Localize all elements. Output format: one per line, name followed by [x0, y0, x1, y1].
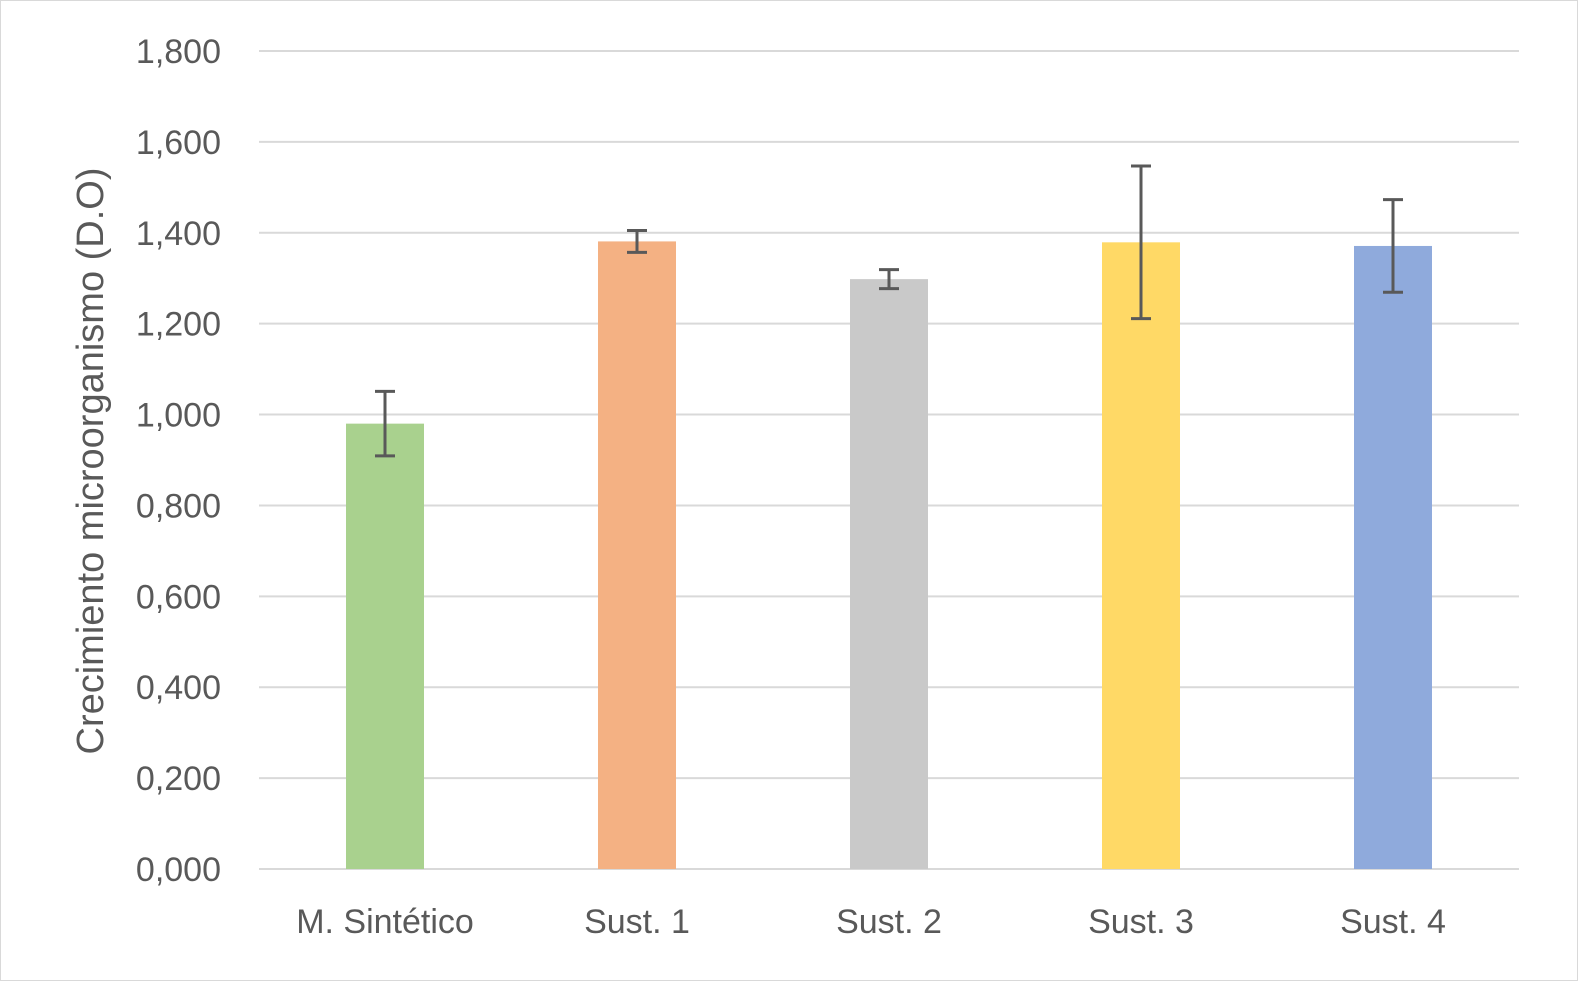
- x-tick-label: Sust. 1: [584, 903, 690, 941]
- bars: [346, 241, 1432, 869]
- x-tick-label: Sust. 3: [1088, 903, 1194, 941]
- y-tick-label: 0,800: [136, 487, 221, 525]
- y-tick-label: 0,200: [136, 760, 221, 798]
- y-tick-labels: 0,000 0,200 0,400 0,600 0,800 1,000 1,200 1,400…: [136, 33, 221, 889]
- x-tick-labels: M. Sintético Sust. 1 Sust. 2 Sust. 3 Sust. 4: [296, 903, 1446, 941]
- error-bars: [375, 164, 1403, 458]
- y-tick-label: 0,000: [136, 851, 221, 889]
- y-axis-title: Crecimiento microorganismo (D.O): [70, 167, 112, 754]
- x-tick-label: Sust. 4: [1340, 903, 1446, 941]
- bar: [850, 279, 928, 869]
- y-tick-label: 0,600: [136, 578, 221, 616]
- bar: [1102, 242, 1180, 869]
- y-tick-label: 1,600: [136, 124, 221, 162]
- bar: [346, 423, 424, 869]
- y-tick-label: 1,000: [136, 397, 221, 435]
- y-tick-label: 1,400: [136, 215, 221, 253]
- bar: [1354, 245, 1432, 869]
- y-tick-label: 1,800: [136, 33, 221, 71]
- y-tick-label: 0,400: [136, 669, 221, 707]
- bar: [598, 241, 676, 869]
- x-tick-label: Sust. 2: [836, 903, 942, 941]
- x-tick-label: M. Sintético: [296, 903, 474, 941]
- y-tick-label: 1,200: [136, 306, 221, 344]
